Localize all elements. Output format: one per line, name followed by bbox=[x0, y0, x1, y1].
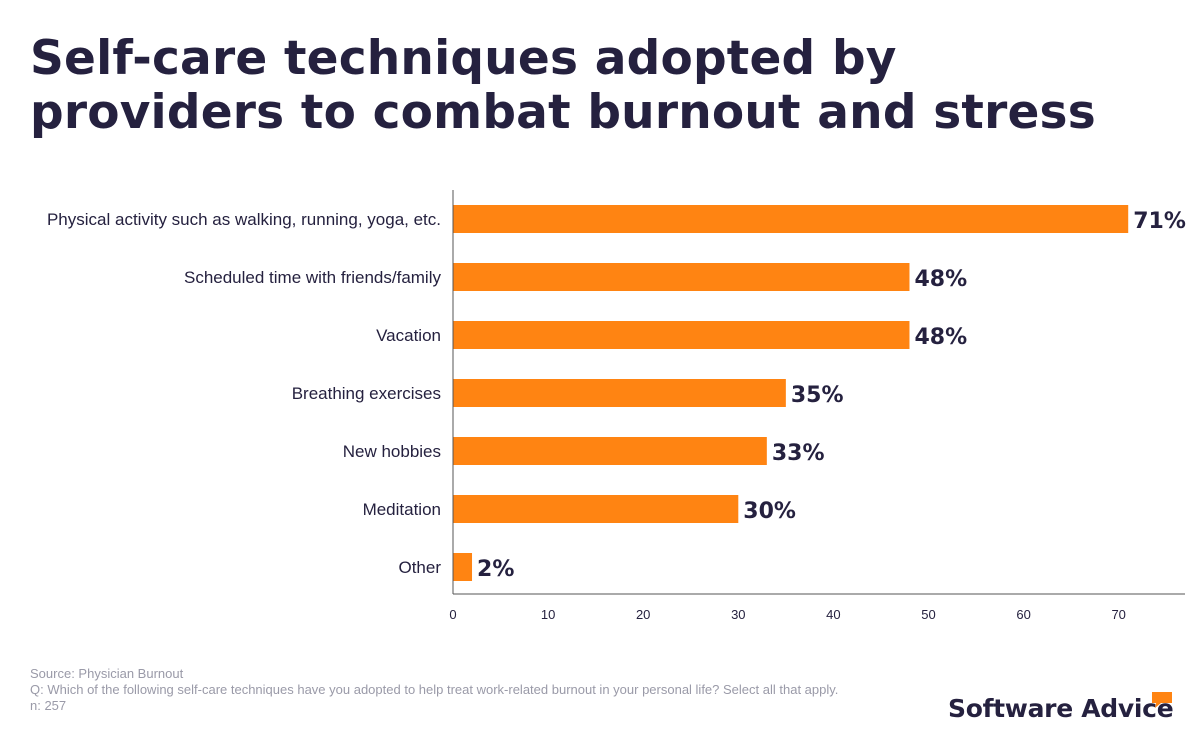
x-tick-label: 60 bbox=[1016, 607, 1030, 622]
category-label: Meditation bbox=[363, 500, 441, 519]
software-advice-logo: Software Advice bbox=[948, 694, 1174, 723]
value-label: 30% bbox=[743, 499, 796, 524]
category-label: Other bbox=[398, 558, 441, 577]
bar bbox=[453, 263, 910, 291]
bar-chart: Physical activity such as walking, runni… bbox=[47, 190, 1186, 622]
bars-layer: Physical activity such as walking, runni… bbox=[47, 205, 1186, 582]
value-label: 35% bbox=[791, 383, 844, 408]
bar bbox=[453, 553, 473, 581]
value-label: 33% bbox=[772, 441, 825, 466]
x-tick-label: 10 bbox=[541, 607, 555, 622]
category-label: New hobbies bbox=[343, 442, 441, 461]
axis-layer: 0 10 20 30 40 50 60 70 bbox=[449, 190, 1185, 622]
x-tick-label: 20 bbox=[636, 607, 650, 622]
value-label: 48% bbox=[914, 325, 967, 350]
chart-title: Self-care techniques adopted by provider… bbox=[30, 31, 1096, 140]
bar bbox=[453, 495, 739, 523]
x-tick-label: 40 bbox=[826, 607, 840, 622]
x-tick-label: 0 bbox=[449, 607, 456, 622]
sample-size-note: n: 257 bbox=[30, 698, 67, 713]
category-label: Breathing exercises bbox=[292, 384, 441, 403]
question-note: Q: Which of the following self-care tech… bbox=[30, 682, 839, 697]
bar bbox=[453, 379, 786, 407]
source-note: Source: Physician Burnout bbox=[30, 666, 184, 681]
speech-bubble-icon bbox=[1152, 692, 1172, 708]
value-label: 2% bbox=[477, 557, 514, 582]
chart-footer: Source: Physician Burnout Q: Which of th… bbox=[30, 666, 860, 714]
category-label: Scheduled time with friends/family bbox=[184, 268, 442, 287]
x-tick-label: 70 bbox=[1111, 607, 1125, 622]
x-tick-label: 50 bbox=[921, 607, 935, 622]
bar bbox=[453, 437, 767, 465]
category-label: Vacation bbox=[376, 326, 441, 345]
bar bbox=[453, 205, 1129, 233]
value-label: 48% bbox=[914, 267, 967, 292]
x-tick-label: 30 bbox=[731, 607, 745, 622]
bar bbox=[453, 321, 910, 349]
category-label: Physical activity such as walking, runni… bbox=[47, 210, 441, 229]
value-label: 71% bbox=[1133, 209, 1186, 234]
